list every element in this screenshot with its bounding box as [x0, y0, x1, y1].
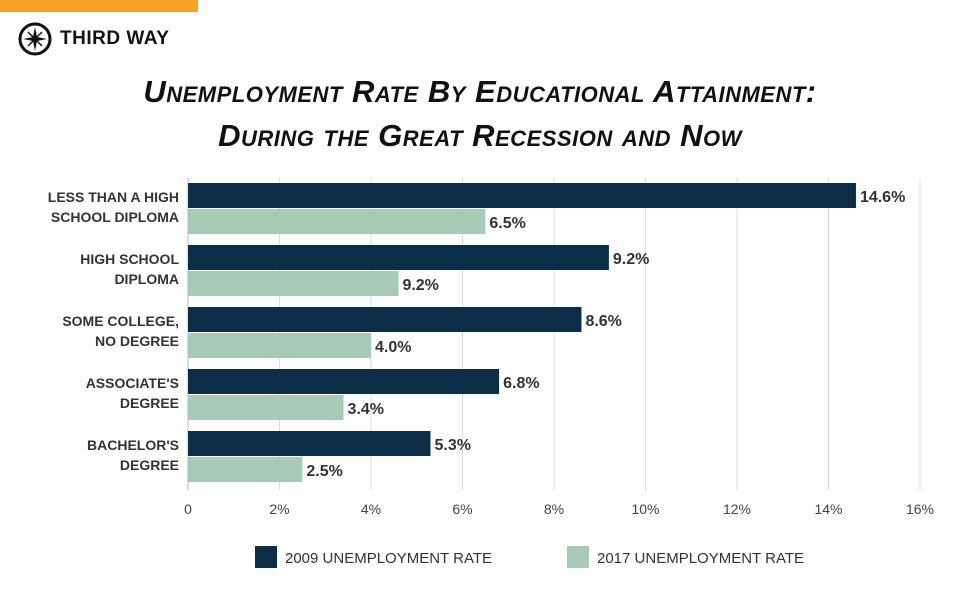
data-label: 5.3%: [434, 437, 470, 454]
legend-swatch: [255, 546, 277, 568]
bar-2009: [188, 183, 856, 208]
data-label: 2.5%: [306, 463, 342, 480]
x-tick-label: 8%: [544, 501, 564, 517]
x-tick-label: 0: [184, 501, 192, 517]
x-tick-label: 4%: [361, 501, 381, 517]
data-label: 9.2%: [402, 277, 438, 294]
category-label: LESS THAN A HIGH: [48, 189, 179, 205]
chart-title: Unemployment Rate By Educational Attainm…: [0, 70, 960, 158]
x-tick-label: 10%: [631, 501, 659, 517]
bar-2017: [188, 209, 486, 234]
data-label: 14.6%: [860, 189, 905, 206]
category-label: HIGH SCHOOL: [80, 251, 179, 267]
bar-2017: [188, 333, 371, 358]
title-line-1: Unemployment Rate By Educational Attainm…: [143, 74, 817, 109]
legend-label: 2009 UNEMPLOYMENT RATE: [285, 550, 492, 567]
bar-2009: [188, 369, 500, 394]
bar-2009: [188, 245, 609, 270]
legend-label: 2017 UNEMPLOYMENT RATE: [597, 550, 804, 567]
bar-2017: [188, 457, 303, 482]
x-tick-label: 6%: [452, 501, 472, 517]
data-label: 6.5%: [489, 215, 525, 232]
bar-2017: [188, 271, 399, 296]
category-label: ASSOCIATE'S: [86, 375, 179, 391]
category-label: DIPLOMA: [114, 271, 179, 287]
data-label: 8.6%: [585, 313, 621, 330]
category-label: DEGREE: [120, 395, 179, 411]
legend-swatch: [567, 546, 589, 568]
category-label: BACHELOR'S: [87, 437, 179, 453]
x-tick-label: 14%: [814, 501, 842, 517]
category-label: SCHOOL DIPLOMA: [51, 209, 179, 225]
category-label: DEGREE: [120, 457, 179, 473]
x-tick-label: 12%: [723, 501, 751, 517]
bar-2017: [188, 395, 344, 420]
category-label: SOME COLLEGE,: [62, 313, 179, 329]
x-tick-label: 2%: [269, 501, 289, 517]
data-label: 6.8%: [503, 375, 539, 392]
compass-icon: [18, 22, 52, 56]
third-way-logo: THIRD WAY: [18, 22, 169, 56]
bar-2009: [188, 431, 431, 456]
data-label: 3.4%: [348, 401, 384, 418]
data-label: 4.0%: [375, 339, 411, 356]
bar-2009: [188, 307, 582, 332]
title-line-2: During the Great Recession and Now: [218, 118, 742, 153]
x-tick-label: 16%: [906, 501, 934, 517]
brand-name: THIRD WAY: [60, 28, 170, 49]
brand-accent-bar: [0, 0, 198, 12]
data-label: 9.2%: [613, 251, 649, 268]
category-label: NO DEGREE: [95, 333, 179, 349]
